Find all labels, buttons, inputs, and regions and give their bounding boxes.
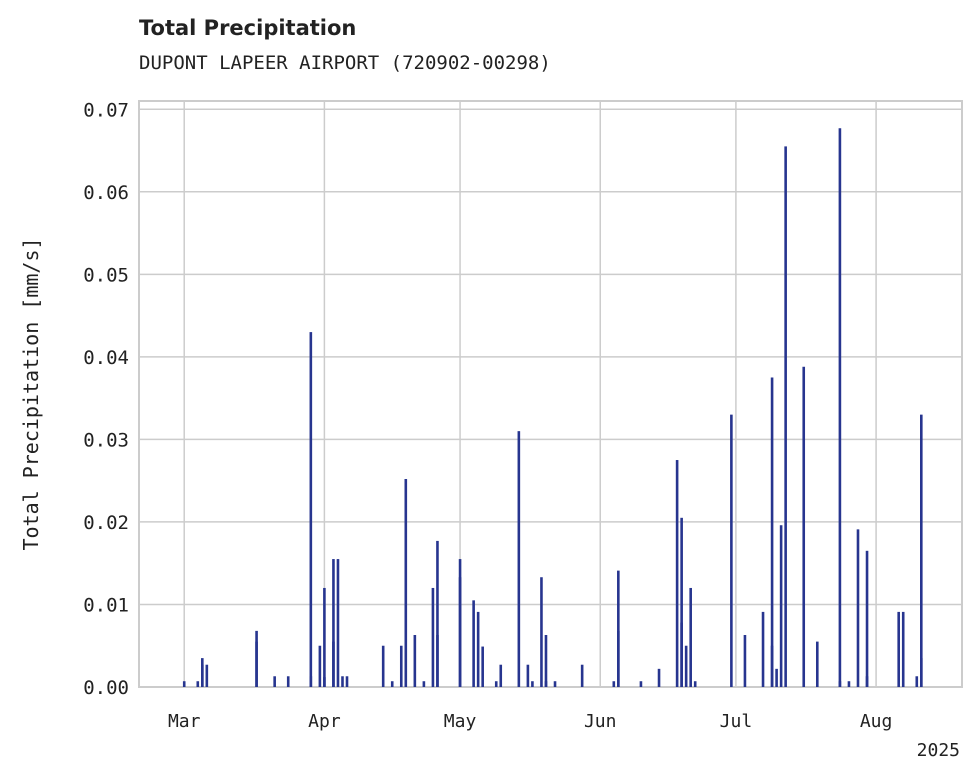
y-tick-label: 0.01 xyxy=(83,594,129,616)
bar xyxy=(920,658,923,687)
bar xyxy=(286,676,290,687)
bar xyxy=(617,570,620,687)
bar xyxy=(897,611,900,687)
bar xyxy=(458,577,462,687)
bar xyxy=(770,645,774,687)
bar xyxy=(499,664,503,687)
bar xyxy=(544,635,548,687)
bar xyxy=(675,460,679,687)
bar xyxy=(684,645,688,687)
bar xyxy=(436,635,439,687)
bar xyxy=(201,658,204,687)
bar xyxy=(847,681,851,687)
bar xyxy=(531,681,534,687)
bar-series xyxy=(182,128,923,688)
bar xyxy=(612,681,616,687)
bar xyxy=(802,366,806,687)
bar xyxy=(544,681,548,687)
bar xyxy=(431,587,435,687)
bar xyxy=(838,128,842,687)
x-tick-label: Mar xyxy=(168,711,201,732)
bar xyxy=(526,664,530,687)
bar xyxy=(381,645,385,687)
bar xyxy=(323,587,326,687)
chart-title: Total Precipitation xyxy=(139,16,357,40)
bar xyxy=(390,681,394,687)
bar xyxy=(730,414,733,687)
bar xyxy=(413,635,417,687)
plot-frame xyxy=(138,100,963,688)
bar xyxy=(680,517,683,687)
bar xyxy=(273,676,276,687)
bar xyxy=(182,681,186,687)
bar xyxy=(865,676,869,687)
y-tick-label: 0.04 xyxy=(83,347,129,369)
bar xyxy=(784,146,787,688)
bar xyxy=(422,681,426,687)
bar xyxy=(920,414,923,687)
bar xyxy=(318,645,322,687)
bar xyxy=(476,611,480,687)
y-tick-label: 0.05 xyxy=(83,264,129,286)
y-tick-label: 0.02 xyxy=(83,512,129,534)
bar xyxy=(838,681,842,687)
bar xyxy=(436,540,439,687)
bar xyxy=(332,559,335,687)
bar xyxy=(309,332,313,687)
bar xyxy=(693,681,697,687)
bar xyxy=(743,635,747,687)
y-tick-label: 0.03 xyxy=(83,429,129,451)
x-tick-label: May xyxy=(444,711,477,732)
bar xyxy=(341,676,344,687)
grid-lines xyxy=(139,101,962,688)
chart-subtitle: DUPONT LAPEER AIRPORT (720902-00298) xyxy=(139,52,551,74)
bar xyxy=(336,559,340,687)
bar xyxy=(399,645,403,687)
x-tick-label: Jun xyxy=(584,711,617,732)
bar xyxy=(779,525,783,687)
bar xyxy=(915,676,919,687)
bar xyxy=(770,377,774,687)
x-tick-label: Aug xyxy=(860,711,893,732)
y-tick-label: 0.06 xyxy=(83,182,129,204)
x-offset-label: 2025 xyxy=(917,740,960,761)
x-tick-label: Apr xyxy=(308,711,341,732)
x-tick-labels: Mar Apr May Jun Jul Aug xyxy=(168,711,892,732)
bar xyxy=(553,681,557,687)
bar xyxy=(657,668,661,687)
bar xyxy=(580,664,584,687)
bar xyxy=(540,577,543,687)
bar xyxy=(517,431,521,687)
bar xyxy=(901,611,905,687)
y-axis-label: Total Precipitation [mm/s] xyxy=(19,237,43,550)
bar xyxy=(815,641,819,687)
bar xyxy=(205,664,209,687)
bar xyxy=(775,668,778,687)
bar xyxy=(856,529,860,687)
bar xyxy=(639,681,643,687)
x-tick-label: Jul xyxy=(720,711,753,732)
bar xyxy=(196,681,200,687)
bar xyxy=(761,611,765,687)
bar xyxy=(481,646,484,687)
y-tick-label: 0.07 xyxy=(83,99,129,121)
y-tick-labels: 0.00 0.01 0.02 0.03 0.04 0.05 0.06 0.07 xyxy=(83,99,129,699)
bar xyxy=(345,676,349,687)
bar xyxy=(689,587,692,687)
y-tick-label: 0.00 xyxy=(83,677,129,699)
bar xyxy=(255,630,258,687)
bar xyxy=(404,479,408,687)
bar xyxy=(494,681,498,687)
bar xyxy=(865,550,869,687)
bar xyxy=(472,600,475,687)
bar xyxy=(680,622,683,687)
